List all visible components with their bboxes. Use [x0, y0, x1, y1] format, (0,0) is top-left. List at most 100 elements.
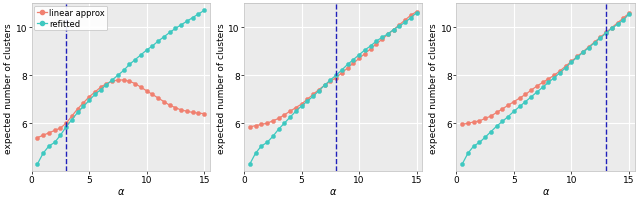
refitted: [143, 50, 150, 52]
linear approx: [200, 113, 208, 115]
refitted: [177, 24, 185, 27]
refitted: [257, 145, 265, 148]
linear approx: [298, 103, 305, 106]
refitted: [562, 67, 570, 69]
linear approx: [114, 79, 122, 82]
linear approx: [257, 124, 265, 126]
linear approx: [51, 130, 58, 132]
refitted: [45, 145, 52, 148]
refitted: [504, 116, 512, 118]
refitted: [252, 152, 259, 155]
refitted: [390, 29, 397, 32]
linear approx: [579, 51, 587, 54]
linear approx: [539, 82, 547, 84]
refitted: [550, 77, 558, 79]
refitted: [315, 90, 323, 93]
linear approx: [493, 112, 500, 114]
linear approx: [102, 83, 110, 85]
linear approx: [407, 15, 415, 17]
linear approx: [396, 24, 403, 27]
linear approx: [545, 78, 552, 81]
refitted: [332, 75, 340, 77]
linear approx: [269, 120, 276, 122]
refitted: [476, 142, 483, 144]
linear approx: [195, 112, 202, 115]
refitted: [378, 37, 386, 39]
Line: refitted: refitted: [248, 12, 419, 166]
refitted: [591, 42, 598, 45]
linear approx: [120, 79, 127, 82]
linear approx: [292, 107, 300, 109]
refitted: [195, 14, 202, 16]
refitted: [522, 101, 529, 103]
linear approx: [390, 29, 397, 32]
linear approx: [172, 107, 179, 109]
refitted: [355, 54, 363, 57]
refitted: [464, 152, 472, 155]
refitted: [286, 116, 294, 119]
Line: linear approx: linear approx: [35, 79, 206, 140]
linear approx: [372, 44, 380, 46]
refitted: [68, 119, 76, 121]
refitted: [585, 47, 593, 50]
refitted: [154, 41, 162, 43]
linear approx: [568, 61, 575, 63]
linear approx: [286, 110, 294, 113]
linear approx: [608, 27, 616, 30]
linear approx: [275, 118, 282, 120]
refitted: [573, 57, 581, 59]
linear approx: [79, 102, 87, 105]
Y-axis label: expected number of clusters: expected number of clusters: [4, 23, 13, 153]
linear approx: [154, 97, 162, 100]
linear approx: [166, 105, 173, 107]
refitted: [338, 69, 346, 72]
linear approx: [39, 134, 47, 137]
linear approx: [522, 94, 529, 96]
refitted: [125, 64, 133, 66]
refitted: [349, 59, 357, 62]
linear approx: [131, 83, 139, 85]
refitted: [533, 91, 541, 94]
refitted: [269, 136, 276, 138]
linear approx: [476, 120, 483, 122]
refitted: [97, 89, 104, 91]
refitted: [602, 33, 610, 35]
refitted: [372, 41, 380, 43]
linear approx: [344, 67, 351, 70]
refitted: [108, 79, 116, 82]
refitted: [200, 10, 208, 13]
linear approx: [189, 112, 196, 114]
refitted: [79, 106, 87, 108]
refitted: [303, 100, 311, 103]
linear approx: [68, 115, 76, 118]
refitted: [137, 54, 145, 57]
refitted: [91, 94, 99, 96]
refitted: [39, 152, 47, 155]
refitted: [608, 28, 616, 30]
linear approx: [510, 101, 518, 103]
linear approx: [332, 77, 340, 79]
linear approx: [481, 118, 489, 120]
linear approx: [280, 114, 288, 116]
linear approx: [303, 99, 311, 101]
refitted: [246, 163, 253, 165]
refitted: [596, 38, 604, 40]
linear approx: [338, 72, 346, 75]
refitted: [263, 142, 271, 144]
linear approx: [487, 115, 495, 118]
linear approx: [33, 137, 41, 139]
refitted: [614, 24, 621, 26]
refitted: [74, 112, 81, 114]
refitted: [499, 121, 506, 123]
linear approx: [137, 87, 145, 89]
refitted: [33, 163, 41, 165]
refitted: [189, 17, 196, 20]
refitted: [579, 52, 587, 54]
X-axis label: α: α: [330, 186, 337, 196]
refitted: [384, 34, 392, 36]
refitted: [367, 45, 374, 48]
linear approx: [367, 48, 374, 51]
linear approx: [464, 122, 472, 125]
linear approx: [45, 132, 52, 134]
linear approx: [573, 56, 581, 58]
